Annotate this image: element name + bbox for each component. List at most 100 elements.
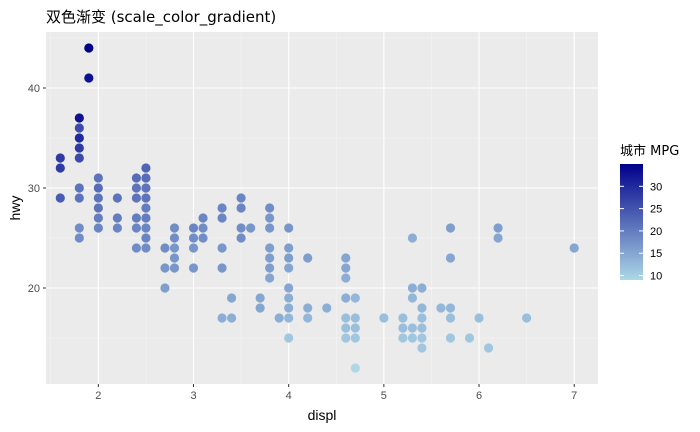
data-point: [350, 323, 360, 333]
data-point: [74, 223, 84, 233]
data-point: [265, 243, 275, 253]
data-point: [341, 273, 351, 283]
data-point: [445, 313, 456, 323]
color-legend: 城市 MPG 10 15 20 25 30: [620, 143, 679, 283]
data-point: [74, 233, 84, 243]
data-point: [284, 333, 294, 343]
data-point: [445, 253, 456, 263]
data-point: [217, 243, 227, 253]
data-point: [236, 203, 246, 213]
data-point: [131, 183, 142, 193]
x-tick-label: 4: [286, 390, 292, 402]
data-point: [493, 233, 503, 243]
data-point: [141, 183, 151, 193]
data-point: [265, 223, 275, 233]
data-point: [160, 283, 170, 293]
data-point: [74, 143, 84, 153]
data-point: [284, 243, 294, 253]
data-point: [84, 73, 94, 83]
data-point: [217, 263, 227, 273]
data-point: [522, 313, 532, 323]
legend-tick-label: 10: [650, 271, 662, 283]
data-point: [284, 253, 294, 263]
data-point: [141, 163, 151, 173]
data-point: [569, 243, 579, 253]
data-point: [188, 223, 199, 233]
data-point: [112, 213, 122, 223]
data-point: [341, 263, 351, 273]
data-point: [74, 123, 84, 133]
data-point: [188, 233, 199, 243]
data-point: [341, 323, 351, 333]
data-point: [217, 213, 227, 223]
data-point: [198, 213, 208, 223]
y-tick-label: 30: [28, 183, 40, 195]
data-point: [341, 333, 351, 343]
data-point: [417, 283, 427, 293]
data-point: [93, 203, 103, 213]
data-point: [284, 263, 294, 273]
data-point: [169, 263, 180, 273]
data-point: [131, 193, 142, 203]
data-point: [303, 313, 313, 323]
data-point: [74, 113, 84, 123]
data-point: [284, 283, 294, 293]
data-point: [112, 223, 122, 233]
legend-tick-label: 20: [650, 226, 662, 238]
y-tick-label: 20: [28, 283, 40, 295]
data-point: [341, 253, 351, 263]
data-point: [417, 333, 427, 343]
data-point: [407, 323, 418, 333]
data-point: [226, 313, 237, 323]
legend-tick-label: 15: [650, 248, 662, 260]
data-point: [198, 223, 208, 233]
data-point: [93, 213, 103, 223]
axes: 2 3 4 5 6 7 20 30 40: [28, 83, 578, 402]
data-point: [131, 223, 142, 233]
data-point: [236, 193, 246, 203]
data-point: [436, 303, 446, 313]
data-point: [188, 263, 199, 273]
data-point: [303, 303, 313, 313]
y-axis-title: hwy: [7, 196, 23, 221]
data-point: [141, 243, 151, 253]
data-point: [169, 223, 180, 233]
data-point: [350, 363, 360, 373]
data-point: [141, 213, 151, 223]
plot-panel: [46, 32, 598, 384]
data-point: [407, 283, 418, 293]
data-point: [112, 193, 122, 203]
data-point: [217, 203, 227, 213]
data-point: [341, 313, 351, 323]
data-point: [55, 153, 65, 163]
data-point: [303, 253, 313, 263]
colorbar: [620, 164, 643, 280]
data-point: [350, 313, 360, 323]
data-point: [236, 233, 246, 243]
data-point: [407, 293, 418, 303]
data-point: [265, 273, 275, 283]
data-point: [255, 293, 265, 303]
data-point: [417, 303, 427, 313]
data-point: [445, 223, 456, 233]
data-point: [474, 313, 484, 323]
data-point: [398, 323, 408, 333]
data-point: [407, 333, 418, 343]
data-point: [483, 343, 494, 353]
data-point: [407, 233, 418, 243]
legend-tick-label: 25: [650, 204, 662, 216]
data-point: [84, 43, 94, 53]
data-point: [284, 303, 294, 313]
legend-ticks: 10 15 20 25 30: [620, 181, 662, 283]
data-point: [379, 313, 389, 323]
x-tick-label: 3: [190, 390, 196, 402]
data-point: [417, 313, 427, 323]
data-point: [169, 233, 180, 243]
data-point: [93, 193, 103, 203]
data-point: [160, 263, 170, 273]
data-point: [265, 263, 275, 273]
data-point: [265, 253, 275, 263]
data-point: [141, 223, 151, 233]
data-point: [464, 333, 475, 343]
x-tick-label: 6: [476, 390, 482, 402]
